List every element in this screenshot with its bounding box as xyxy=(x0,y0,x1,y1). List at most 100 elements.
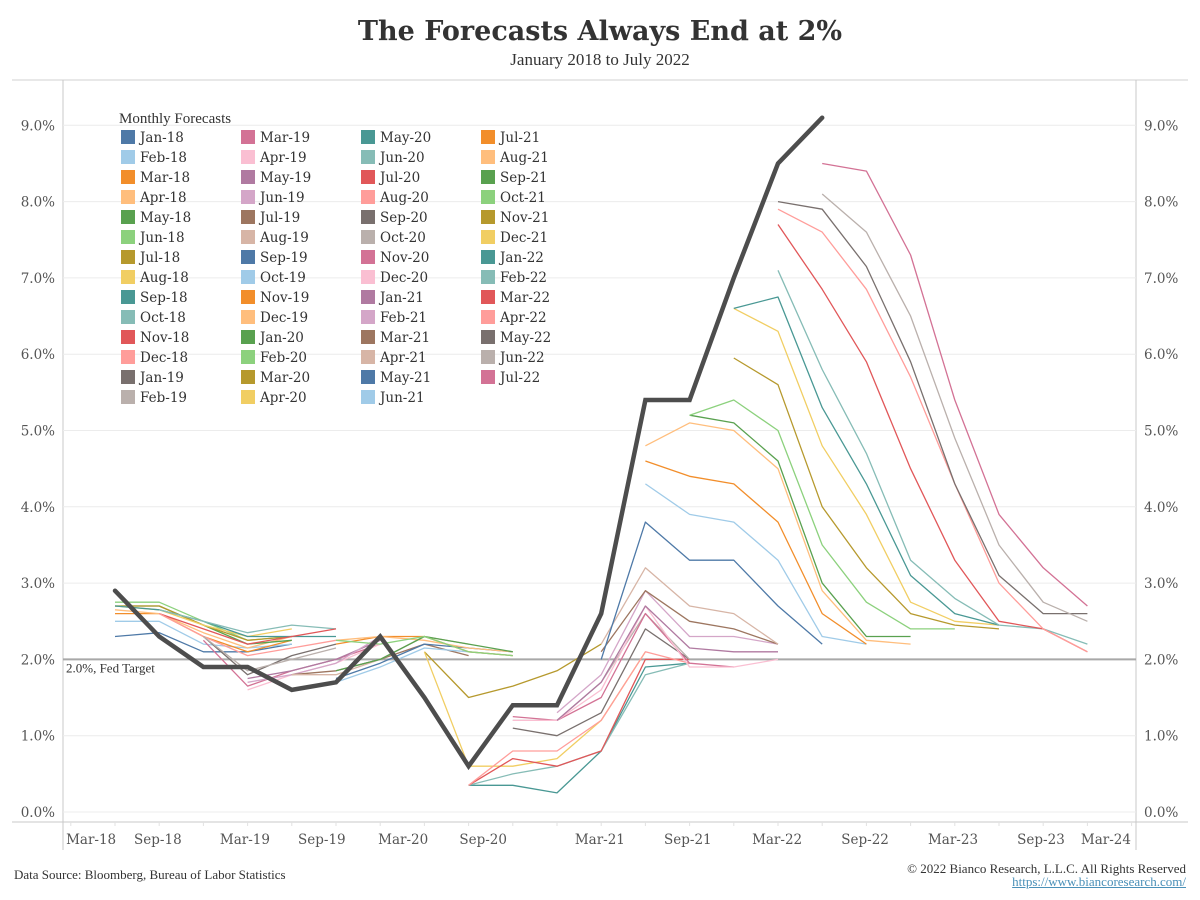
legend-item-label: Jul-19 xyxy=(258,210,300,226)
legend-item-label: Feb-19 xyxy=(140,390,187,406)
legend-item-label: Sep-19 xyxy=(260,250,308,266)
legend-swatch xyxy=(241,210,255,224)
legend-item-label: Nov-19 xyxy=(260,290,309,306)
legend-item-label: Jun-20 xyxy=(378,150,425,166)
chart-subtitle: January 2018 to July 2022 xyxy=(510,50,690,69)
legend-item-label: Jul-20 xyxy=(378,170,420,186)
legend-item-label: Feb-20 xyxy=(260,350,307,366)
data-source-note: Data Source: Bloomberg, Bureau of Labor … xyxy=(14,867,286,882)
legend-swatch xyxy=(361,250,375,264)
legend-swatch xyxy=(121,210,135,224)
actual-cpi-line xyxy=(112,115,825,771)
y-tick-label-right: 8.0% xyxy=(1144,195,1178,211)
legend-swatch xyxy=(241,290,255,304)
legend-item-label: Aug-21 xyxy=(499,150,549,166)
y-tick-label-right: 3.0% xyxy=(1144,576,1178,592)
legend-item-label: Jul-22 xyxy=(498,370,540,386)
y-tick-label-right: 9.0% xyxy=(1144,118,1178,134)
legend-swatch xyxy=(361,370,375,384)
legend-swatch xyxy=(241,150,255,164)
legend-swatch xyxy=(241,170,255,184)
legend-item-label: May-20 xyxy=(380,130,431,146)
legend-swatch xyxy=(361,270,375,284)
legend-swatch xyxy=(241,250,255,264)
fed-target-reference: 2.0%, Fed Target xyxy=(63,658,1136,675)
legend-swatch xyxy=(361,290,375,304)
legend-swatch xyxy=(481,290,495,304)
legend-item-label: Mar-21 xyxy=(380,330,430,346)
legend-swatch xyxy=(241,370,255,384)
forecast-line-oct-18 xyxy=(159,609,337,634)
legend-item-label: Apr-22 xyxy=(499,310,547,326)
y-tick-label-left: 4.0% xyxy=(21,500,55,516)
y-tick-label-left: 1.0% xyxy=(21,729,55,745)
y-tick-label-left: 0.0% xyxy=(21,805,55,821)
legend-swatch xyxy=(121,230,135,244)
legend-item-label: Dec-19 xyxy=(260,310,308,326)
legend-item-label: May-18 xyxy=(140,210,191,226)
legend-item-label: Jan-19 xyxy=(138,370,184,386)
x-tick-label: Mar-20 xyxy=(378,832,428,848)
legend-swatch xyxy=(121,370,135,384)
x-axis: Mar-18 Sep-18 Mar-19 Sep-19 Mar-20 Sep-20 Mar-… xyxy=(66,822,1133,848)
legend-swatch xyxy=(241,350,255,364)
legend-item-label: Sep-21 xyxy=(500,170,548,186)
legend-swatch xyxy=(361,230,375,244)
forecast-line-dec-19 xyxy=(335,635,513,653)
y-tick-label-right: 7.0% xyxy=(1144,271,1178,287)
legend-swatch xyxy=(241,270,255,284)
y-tick-label-right: 4.0% xyxy=(1144,500,1178,516)
y-tick-label-right: 0.0% xyxy=(1144,805,1178,821)
legend-swatch xyxy=(121,350,135,364)
legend-item-label: Dec-20 xyxy=(380,270,428,286)
legend-swatch xyxy=(241,130,255,144)
legend-swatch xyxy=(361,330,375,344)
forecast-line-dec-21 xyxy=(733,307,1000,626)
legend-item-label: Nov-18 xyxy=(140,330,189,346)
legend-item-label: Nov-20 xyxy=(380,250,429,266)
website-link[interactable]: https://www.biancoresearch.com/ xyxy=(1012,874,1186,889)
forecast-line-feb-21 xyxy=(556,590,779,714)
legend-swatch xyxy=(481,190,495,204)
legend-item-label: May-22 xyxy=(500,330,551,346)
y-tick-label-left: 8.0% xyxy=(21,195,55,211)
legend-swatch xyxy=(361,350,375,364)
forecast-line-jul-20 xyxy=(468,658,690,786)
y-tick-label-left: 2.0% xyxy=(21,652,55,668)
forecast-line-apr-18 xyxy=(114,609,292,649)
forecast-line-sep-21 xyxy=(689,414,911,638)
legend-swatch xyxy=(241,330,255,344)
forecast-line-nov-18 xyxy=(158,612,337,645)
y-tick-label-right: 5.0% xyxy=(1144,424,1178,440)
legend-swatch xyxy=(361,130,375,144)
legend-item-label: Jun-18 xyxy=(138,230,185,246)
legend-item-label: Jan-22 xyxy=(498,250,544,266)
forecast-line-may-22 xyxy=(777,200,1088,615)
legend-swatch xyxy=(481,310,495,324)
forecast-line-dec-18 xyxy=(158,613,337,657)
legend-swatch xyxy=(481,150,495,164)
legend-item-label: Jan-18 xyxy=(138,130,184,146)
legend-swatch xyxy=(361,390,375,404)
forecast-line-feb-20 xyxy=(335,635,513,657)
legend-item-label: Jul-18 xyxy=(138,250,180,266)
legend-item-label: Oct-19 xyxy=(260,270,306,286)
legend-title: Monthly Forecasts xyxy=(119,111,231,127)
legend-swatch xyxy=(361,170,375,184)
legend-item-label: Jan-21 xyxy=(378,290,424,306)
fed-target-label: 2.0%, Fed Target xyxy=(66,660,155,675)
legend-swatch xyxy=(121,130,135,144)
forecast-line-apr-21 xyxy=(600,567,779,645)
legend-item-label: Jun-19 xyxy=(258,190,305,206)
legend-swatch xyxy=(121,150,135,164)
x-tick-label: Sep-22 xyxy=(841,832,889,848)
legend-swatch xyxy=(361,190,375,204)
x-tick-label: Sep-20 xyxy=(459,832,507,848)
x-tick-label: Mar-21 xyxy=(575,832,625,848)
legend-item-label: Aug-20 xyxy=(379,190,429,206)
legend-item-label: Apr-19 xyxy=(259,150,307,166)
legend-item-label: Aug-19 xyxy=(259,230,309,246)
legend-item-label: Apr-18 xyxy=(139,190,187,206)
forecast-series xyxy=(114,162,1088,794)
